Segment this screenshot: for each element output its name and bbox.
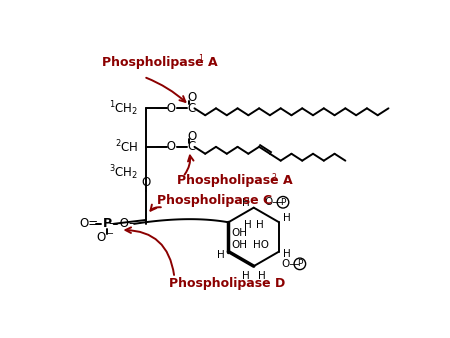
Text: O: O bbox=[188, 129, 197, 143]
Text: P: P bbox=[103, 217, 112, 230]
Text: OH: OH bbox=[232, 228, 248, 238]
Text: —O—: —O— bbox=[108, 217, 141, 230]
Text: HO: HO bbox=[253, 240, 270, 249]
Text: $^2$CH: $^2$CH bbox=[115, 139, 138, 155]
Text: Phospholipase D: Phospholipase D bbox=[169, 277, 285, 290]
Text: O: O bbox=[141, 176, 151, 189]
Text: P: P bbox=[280, 198, 286, 207]
Text: $_2$: $_2$ bbox=[271, 171, 278, 184]
Text: H: H bbox=[242, 271, 250, 281]
Text: H: H bbox=[244, 220, 252, 231]
Text: Phospholipase A: Phospholipase A bbox=[177, 174, 292, 187]
Text: —O—: —O— bbox=[155, 102, 188, 115]
Text: O—: O— bbox=[265, 197, 283, 207]
Text: OH: OH bbox=[232, 240, 248, 249]
Text: $^3$CH$_2$: $^3$CH$_2$ bbox=[109, 164, 138, 182]
Text: H: H bbox=[217, 250, 225, 260]
Text: H: H bbox=[283, 213, 291, 223]
Text: $_1$: $_1$ bbox=[198, 53, 205, 65]
Text: O$^-$: O$^-$ bbox=[95, 231, 115, 244]
Text: H: H bbox=[257, 271, 266, 281]
Text: C: C bbox=[188, 140, 196, 153]
Text: O: O bbox=[188, 91, 197, 104]
Text: O=: O= bbox=[79, 217, 99, 230]
Text: Phospholipase A: Phospholipase A bbox=[102, 56, 218, 69]
Text: —O—: —O— bbox=[155, 140, 188, 153]
Text: H: H bbox=[283, 249, 291, 259]
Text: Phospholipase C: Phospholipase C bbox=[158, 194, 273, 207]
Text: $^1$CH$_2$: $^1$CH$_2$ bbox=[109, 99, 138, 118]
Text: C: C bbox=[188, 102, 196, 115]
Text: O—: O— bbox=[281, 259, 300, 269]
Text: P: P bbox=[297, 259, 302, 268]
Text: H: H bbox=[242, 198, 250, 208]
Text: H: H bbox=[256, 220, 264, 231]
